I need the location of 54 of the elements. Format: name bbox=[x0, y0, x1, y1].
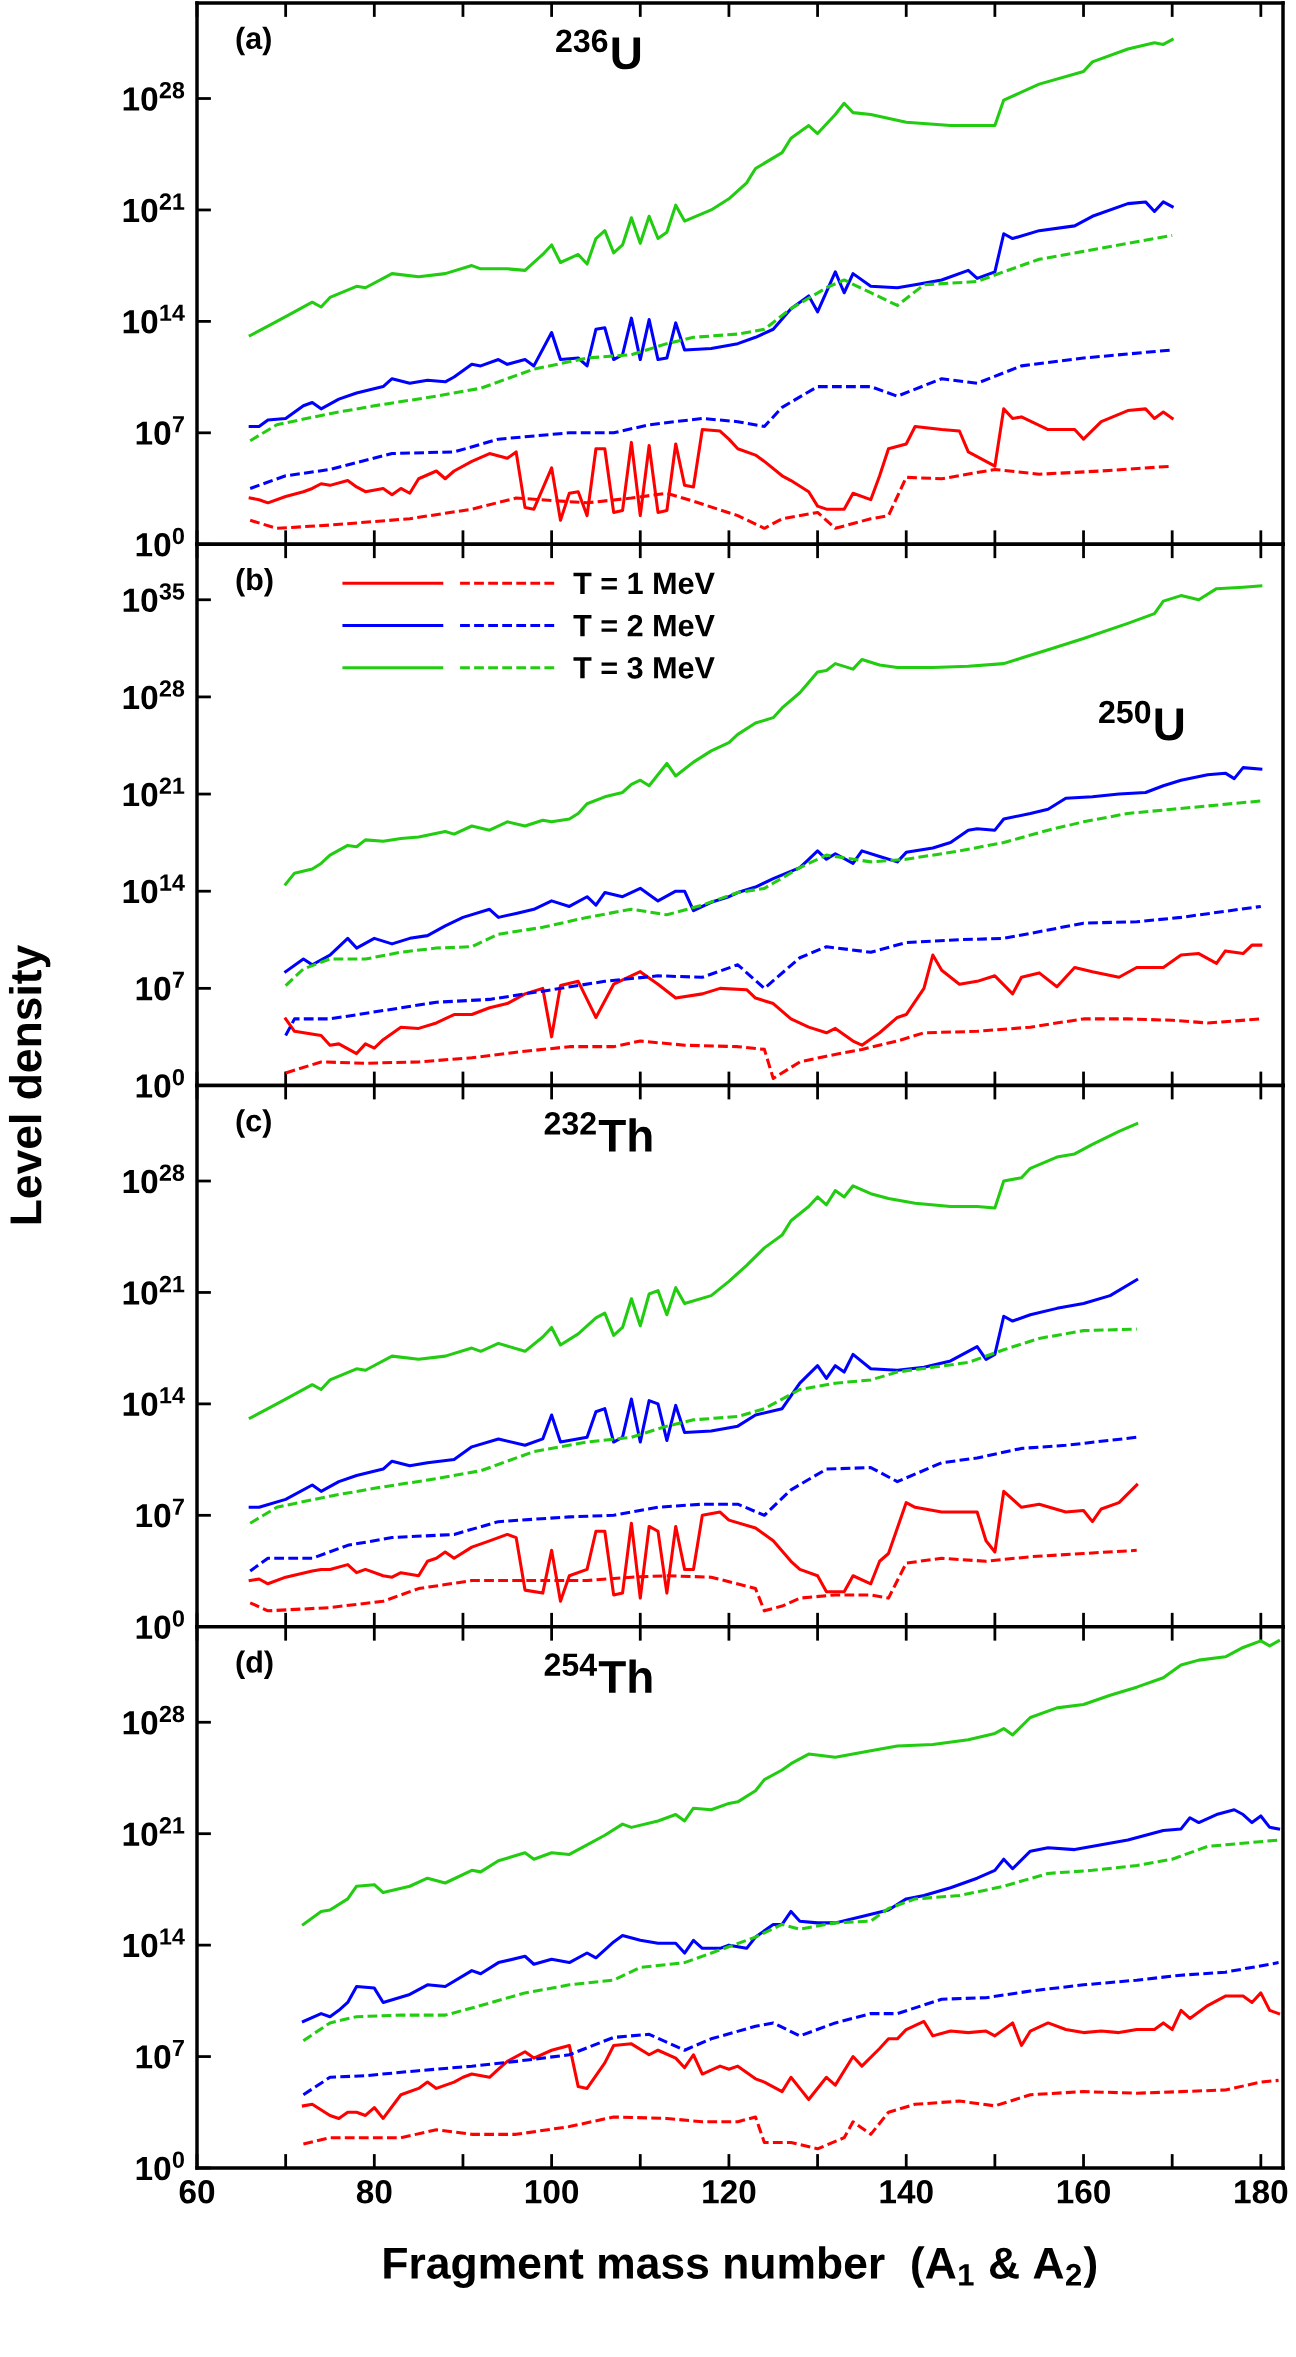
x-tick-label: 100 bbox=[525, 2179, 579, 2204]
line-series bbox=[284, 799, 1263, 988]
y-tick-label: 10$^{0}$ bbox=[136, 1068, 184, 1098]
x-axis-title: Fragment mass number (A$_{1}$ & A$_{2}$) bbox=[384, 2246, 1097, 2288]
x-tick-label: 60 bbox=[179, 2179, 215, 2204]
y-tick-label: 10$^{7}$ bbox=[136, 971, 184, 1001]
annotation: (d) bbox=[236, 1650, 273, 1679]
x-tick-label: 180 bbox=[1235, 2179, 1288, 2204]
y-tick-label: 10$^{0}$ bbox=[136, 2151, 184, 2181]
y-tick-label: 10$^{21}$ bbox=[123, 1817, 185, 1847]
y-tick-label: 10$^{35}$ bbox=[123, 583, 185, 613]
line-series bbox=[301, 1808, 1281, 2024]
y-tick-label: 10$^{28}$ bbox=[123, 1164, 185, 1194]
annotation: $^{254}$Th bbox=[544, 1653, 652, 1693]
x-tick-label: 120 bbox=[703, 2179, 756, 2204]
y-tick-label: 10$^{21}$ bbox=[123, 193, 185, 223]
y-tick-label: 10$^{28}$ bbox=[123, 81, 185, 111]
line-series bbox=[301, 2078, 1281, 2151]
annotation: $^{236}$U bbox=[556, 29, 641, 70]
annotation: (b) bbox=[236, 567, 273, 597]
y-tick-label: 10$^{7}$ bbox=[136, 416, 184, 445]
y-tick-label: 10$^{7}$ bbox=[136, 1498, 184, 1528]
y-tick-label: 10$^{14}$ bbox=[123, 304, 185, 334]
annotation: (c) bbox=[236, 1109, 271, 1138]
y-tick-label: 10$^{14}$ bbox=[123, 1387, 185, 1416]
annotation: $^{250}$U bbox=[1099, 700, 1184, 741]
legend-label: T = 2 MeV bbox=[573, 614, 715, 637]
line-series bbox=[248, 200, 1174, 429]
y-axis-title: Level density bbox=[8, 944, 51, 1224]
y-tick-label: 10$^{7}$ bbox=[136, 2039, 184, 2069]
y-tick-label: 10$^{28}$ bbox=[123, 1705, 185, 1735]
y-tick-label: 10$^{14}$ bbox=[123, 874, 185, 904]
annotation: (a) bbox=[236, 26, 271, 56]
line-series bbox=[284, 904, 1263, 1038]
legend-label: T = 3 MeV bbox=[573, 657, 715, 679]
line-series bbox=[301, 1639, 1281, 1926]
x-tick-label: 80 bbox=[356, 2179, 392, 2204]
legend-label: T = 1 MeV bbox=[573, 572, 715, 595]
line-series bbox=[248, 1327, 1139, 1525]
y-tick-label: 10$^{0}$ bbox=[136, 1610, 184, 1640]
line-series bbox=[248, 1435, 1139, 1573]
line-series bbox=[301, 1961, 1281, 2097]
annotation: $^{232}$Th bbox=[544, 1112, 652, 1152]
y-tick-label: 10$^{0}$ bbox=[136, 527, 184, 557]
x-tick-label: 160 bbox=[1057, 2179, 1110, 2204]
y-tick-label: 10$^{21}$ bbox=[123, 1275, 185, 1305]
line-series bbox=[248, 233, 1174, 443]
y-tick-label: 10$^{14}$ bbox=[123, 1928, 185, 1958]
x-tick-label: 140 bbox=[880, 2179, 933, 2204]
y-tick-label: 10$^{21}$ bbox=[123, 777, 185, 807]
y-tick-label: 10$^{28}$ bbox=[123, 680, 185, 710]
line-series bbox=[248, 1278, 1139, 1509]
line-series bbox=[284, 766, 1263, 974]
line-series bbox=[301, 1991, 1281, 2120]
